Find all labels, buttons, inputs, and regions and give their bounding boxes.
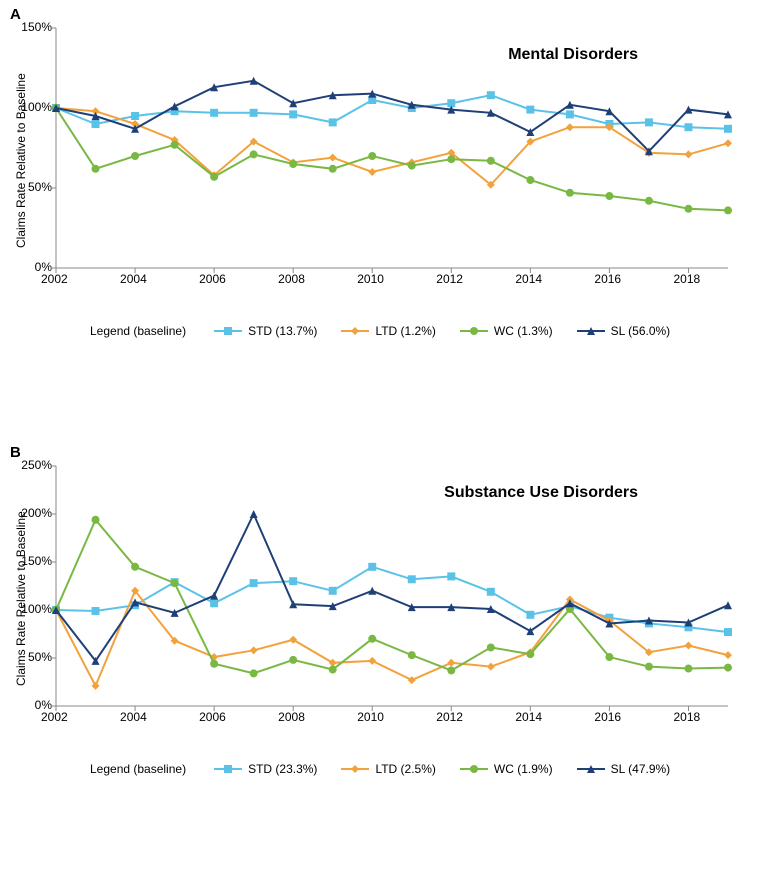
legend-text: LTD (1.2%) [375, 324, 435, 338]
legend-item: WC (1.3%) [460, 324, 553, 338]
legend-item: LTD (2.5%) [341, 762, 435, 776]
legend-item: STD (23.3%) [214, 762, 317, 776]
series-line [56, 108, 728, 185]
legend: Legend (baseline) STD (13.7%) LTD (1.2%) WC… [90, 324, 694, 338]
legend-text: STD (23.3%) [248, 762, 317, 776]
chart-svg [0, 438, 758, 876]
series-line [56, 95, 728, 129]
legend-text: STD (13.7%) [248, 324, 317, 338]
legend-text: WC (1.3%) [494, 324, 553, 338]
legend: Legend (baseline) STD (23.3%) LTD (2.5%) WC… [90, 762, 694, 776]
legend-item: LTD (1.2%) [341, 324, 435, 338]
series-line [56, 81, 728, 151]
legend-text: SL (47.9%) [611, 762, 671, 776]
legend-item: WC (1.9%) [460, 762, 553, 776]
series-line [56, 591, 728, 686]
legend-text: WC (1.9%) [494, 762, 553, 776]
legend-item: SL (47.9%) [577, 762, 671, 776]
legend-item: SL (56.0%) [577, 324, 671, 338]
legend-prefix: Legend (baseline) [90, 762, 186, 776]
legend-text: LTD (2.5%) [375, 762, 435, 776]
legend-text: SL (56.0%) [611, 324, 671, 338]
series-line [56, 520, 728, 674]
legend-prefix: Legend (baseline) [90, 324, 186, 338]
legend-item: STD (13.7%) [214, 324, 317, 338]
series-line [56, 514, 728, 661]
chart-svg [0, 0, 758, 438]
